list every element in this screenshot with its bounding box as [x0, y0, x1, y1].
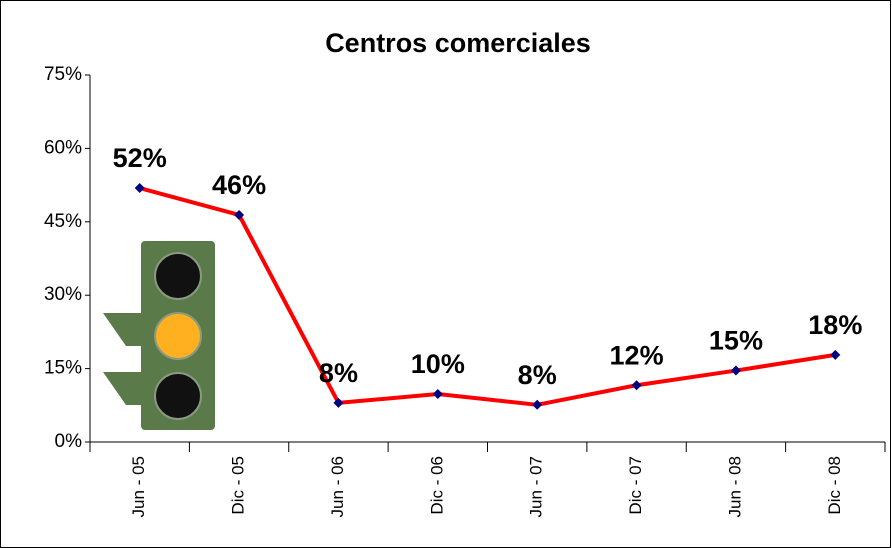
x-tick-label: Jun - 07 [527, 456, 546, 517]
data-label: 46% [212, 170, 266, 200]
marker [134, 183, 145, 194]
marker [631, 380, 642, 391]
line [139, 186, 836, 407]
marker [234, 209, 245, 220]
data-label: 8% [319, 358, 358, 388]
marker [830, 349, 841, 360]
x-tick-label: Jun - 06 [328, 456, 347, 517]
y-tick-label: 45% [44, 211, 82, 232]
x-tick-label: Jun - 08 [725, 456, 744, 517]
data-label: 12% [610, 340, 664, 370]
x-tick-label: Dic - 07 [626, 456, 645, 515]
x-tick-label: Dic - 08 [825, 456, 844, 515]
data-label: 8% [518, 360, 557, 390]
marker [730, 365, 741, 376]
traffic-light [103, 241, 215, 430]
data-label: 18% [808, 310, 862, 340]
x-tick-label: Dic - 06 [427, 456, 446, 515]
y-tick-label: 75% [44, 64, 82, 85]
marker [432, 389, 443, 400]
y-tick-label: 15% [44, 358, 82, 379]
data-label: 52% [113, 143, 167, 173]
data-label: 15% [709, 326, 763, 356]
y-tick-label: 0% [55, 431, 83, 452]
x-tick-label: Jun - 05 [129, 456, 148, 517]
y-tick-label: 30% [44, 284, 82, 305]
marker [532, 399, 543, 410]
x-tick-label: Dic - 05 [229, 456, 248, 515]
y-tick-label: 60% [44, 137, 82, 158]
marker [333, 397, 344, 408]
data-label: 10% [411, 349, 465, 379]
chart-title: Centros comerciales [325, 28, 591, 58]
